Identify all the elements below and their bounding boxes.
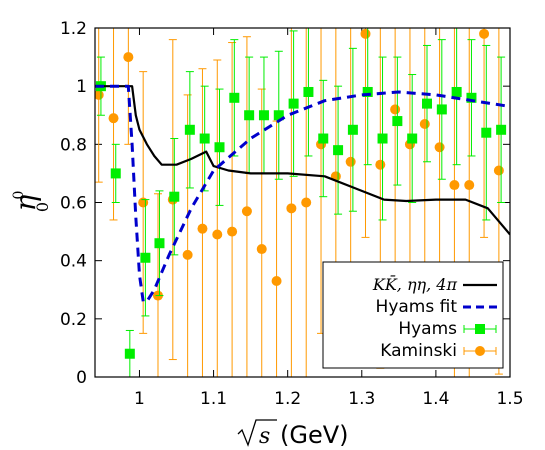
kaminski-point [197, 223, 208, 234]
hyams-point [481, 127, 492, 138]
x-tick-label: 1.3 [348, 389, 375, 409]
y-tick-label: 0 [76, 368, 87, 388]
series-kaminski [95, 28, 504, 377]
hyams-point [244, 110, 255, 121]
legend-label-kaminski: Kaminski [380, 341, 457, 361]
kaminski-point [479, 28, 490, 39]
hyams-fit-line [95, 84, 510, 303]
legend-label-hyams: Hyams [398, 319, 457, 339]
legend-label-kk: KK̄, ηη, 4π [372, 273, 458, 294]
kaminski-point [375, 159, 386, 170]
kaminski-point [464, 180, 475, 191]
y-title-eta: η [9, 194, 42, 211]
hyams-point [199, 133, 210, 144]
series-hyams [95, 28, 507, 377]
hyams-point [273, 110, 284, 121]
y-tick-label: 0.2 [60, 310, 87, 330]
hyams-point [154, 238, 165, 249]
y-title-sub: 0 [33, 202, 52, 212]
hyams-point [318, 133, 329, 144]
kaminski-point [108, 113, 119, 124]
kaminski-point [493, 165, 504, 176]
x-tick-label: 1.4 [422, 389, 449, 409]
kaminski-point [212, 229, 223, 240]
x-tick-label: 1.5 [496, 389, 523, 409]
hyams-point [288, 98, 299, 109]
hyams-point [496, 124, 507, 135]
hyams-point [333, 145, 344, 156]
kaminski-point [434, 142, 445, 153]
kaminski-point [419, 118, 430, 129]
hyams-point [392, 116, 403, 127]
plot-frame [94, 27, 511, 378]
legend-swatch-hyams [463, 324, 497, 334]
x-tick-label: 1.1 [200, 389, 227, 409]
hyams-point [124, 348, 135, 359]
kaminski-point [256, 244, 267, 255]
hyams-point [362, 86, 373, 97]
hyams-point [229, 92, 240, 103]
y-axis-title: η 0 0 [9, 191, 52, 213]
legend-swatch-kaminski [463, 346, 497, 356]
x-axis-title: s (GeV) [237, 419, 349, 449]
kaminski-point [182, 249, 193, 260]
y-tick-label: 0.8 [60, 135, 87, 155]
y-tick-label: 0.6 [60, 194, 87, 214]
kk-eta-4pi-line [95, 85, 510, 236]
x-tick-label: 1 [134, 389, 145, 409]
series-lines [95, 84, 510, 303]
legend: KK̄, ηη, 4π Hyams fit Hyams Kaminski [322, 261, 504, 369]
hyams-point [436, 104, 447, 115]
kaminski-point [286, 203, 297, 214]
hyams-point [422, 98, 432, 109]
y-tick-label: 0.4 [60, 252, 87, 272]
y-tick-label: 1 [76, 77, 87, 97]
sqrt-radical [237, 419, 277, 447]
y-title-sup: 0 [11, 191, 27, 200]
legend-label-hyams-fit: Hyams fit [376, 297, 458, 317]
kaminski-point [390, 104, 401, 115]
kaminski-point [241, 206, 252, 217]
hyams-point [451, 86, 462, 97]
kaminski-point [271, 276, 282, 287]
plot-area [95, 28, 510, 377]
legend-box [322, 261, 504, 369]
hyams-point [140, 252, 151, 263]
hyams-point [110, 168, 121, 179]
hyams-point [377, 133, 388, 144]
hyams-point [347, 124, 358, 135]
y-tick-label: 1.2 [60, 19, 87, 39]
x-tick-label: 1.2 [274, 389, 301, 409]
y-ticks: 0 0.2 0.4 0.6 0.8 1 1.2 [60, 19, 510, 388]
kaminski-point [301, 197, 312, 208]
hyams-point [407, 133, 418, 144]
kaminski-point [95, 89, 104, 100]
x-ticks: 1 1.1 1.2 1.3 1.4 1.5 [134, 28, 524, 409]
hyams-point [184, 124, 195, 135]
hyams-point [169, 191, 180, 202]
kaminski-point [227, 226, 238, 237]
hyams-point [303, 86, 314, 97]
hyams-point [466, 92, 477, 103]
kaminski-point [360, 28, 371, 39]
hyams-point [214, 142, 225, 153]
x-title-unit: (GeV) [280, 421, 349, 449]
kaminski-point [138, 197, 149, 208]
kaminski-point [123, 52, 134, 63]
hyams-point [258, 110, 269, 121]
x-title-s: s [259, 424, 270, 449]
kaminski-point [345, 156, 356, 167]
kaminski-point [449, 180, 460, 191]
